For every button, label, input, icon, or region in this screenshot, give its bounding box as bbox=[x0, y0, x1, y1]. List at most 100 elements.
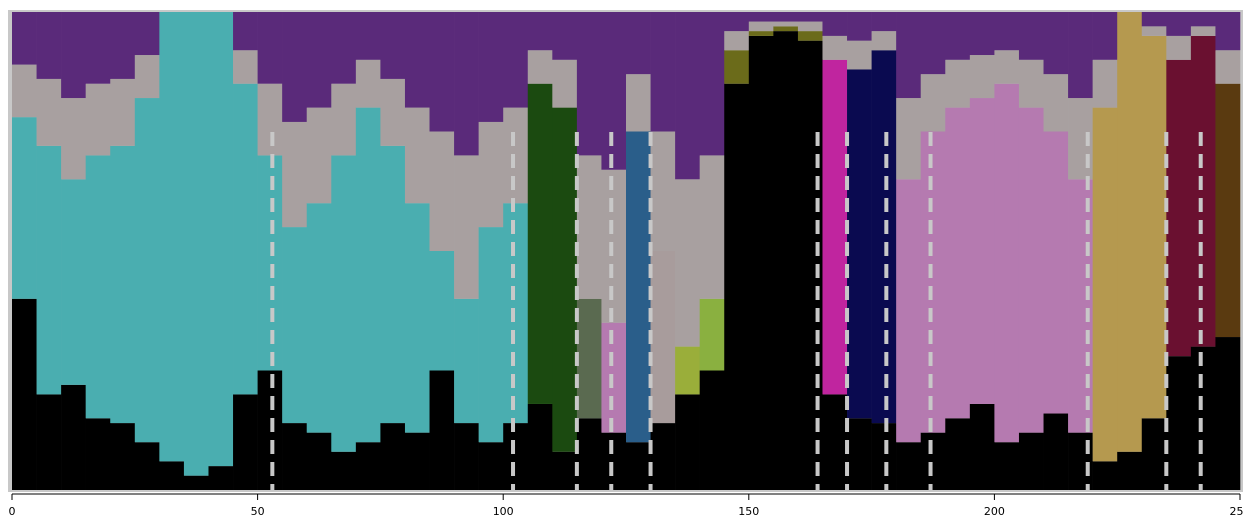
bar-segment bbox=[798, 22, 823, 32]
bar-segment bbox=[577, 12, 602, 155]
bar-segment bbox=[356, 108, 381, 443]
bar-segment bbox=[577, 155, 602, 298]
bar-segment bbox=[61, 179, 86, 385]
bar-segment bbox=[601, 323, 626, 433]
bar-segment bbox=[184, 476, 209, 490]
bar-segment bbox=[1093, 12, 1118, 60]
bar-segment bbox=[651, 251, 676, 423]
bar-segment bbox=[233, 50, 258, 83]
bar-segment bbox=[847, 418, 872, 490]
bar-segment bbox=[749, 31, 774, 36]
bar-segment bbox=[798, 12, 823, 22]
bar-segment bbox=[1019, 433, 1044, 490]
bar-segment bbox=[405, 433, 430, 490]
bar-segment bbox=[135, 12, 160, 55]
bar-segment bbox=[994, 84, 1019, 443]
bar-segment bbox=[503, 12, 528, 108]
x-tick-label: 200 bbox=[984, 505, 1005, 518]
bar-segment bbox=[1166, 36, 1191, 60]
bar-segment bbox=[552, 108, 577, 452]
bar-segment bbox=[1215, 50, 1240, 83]
bar-segment bbox=[626, 132, 651, 443]
bar-segment bbox=[430, 251, 455, 371]
bar-segment bbox=[822, 12, 847, 36]
bar-segment bbox=[430, 12, 455, 132]
bar-segment bbox=[798, 31, 823, 41]
bar-segment bbox=[552, 452, 577, 490]
bar-segment bbox=[37, 12, 62, 79]
bar-segment bbox=[528, 12, 553, 50]
bar-segment bbox=[233, 394, 258, 490]
bar-segment bbox=[405, 12, 430, 108]
chart: 050100150200250 bbox=[0, 0, 1243, 523]
bar-segment bbox=[1068, 12, 1093, 98]
bar-segment bbox=[479, 122, 504, 227]
bar-segment bbox=[945, 108, 970, 419]
bar-segment bbox=[1093, 461, 1118, 490]
bar-segment bbox=[970, 404, 995, 490]
bar-segment bbox=[651, 12, 676, 132]
bar-segment bbox=[1044, 414, 1069, 490]
bar-segment bbox=[307, 203, 332, 432]
bar-segment bbox=[896, 442, 921, 490]
bar-segment bbox=[970, 98, 995, 404]
bar-segment bbox=[307, 12, 332, 108]
bar-segment bbox=[896, 179, 921, 442]
bar-segment bbox=[1044, 12, 1069, 74]
bar-segment bbox=[994, 442, 1019, 490]
bar-segment bbox=[577, 418, 602, 490]
bar-segment bbox=[872, 423, 897, 490]
bar-segment bbox=[454, 12, 479, 155]
bar-segment bbox=[258, 155, 283, 370]
bar-segment bbox=[331, 155, 356, 451]
bar-segment bbox=[61, 385, 86, 490]
bar-segment bbox=[675, 12, 700, 179]
bar-segment bbox=[405, 108, 430, 204]
bar-segment bbox=[1142, 12, 1167, 26]
bar-segment bbox=[12, 299, 37, 490]
bar-segment bbox=[1215, 12, 1240, 50]
bar-segment bbox=[331, 12, 356, 84]
bar-segment bbox=[1142, 36, 1167, 418]
bar-segment bbox=[872, 12, 897, 31]
bar-segment bbox=[994, 12, 1019, 50]
bar-segment bbox=[921, 12, 946, 74]
bar-segment bbox=[724, 84, 749, 490]
bar-segment bbox=[430, 371, 455, 491]
bar-segment bbox=[282, 423, 307, 490]
bar-segment bbox=[872, 50, 897, 423]
bar-segment bbox=[380, 423, 405, 490]
bar-segment bbox=[110, 146, 135, 423]
bar-segment bbox=[110, 79, 135, 146]
bar-segment bbox=[307, 108, 332, 204]
bar-segment bbox=[994, 50, 1019, 83]
bar-segment bbox=[135, 442, 160, 490]
bar-segment bbox=[503, 108, 528, 204]
bar-segment bbox=[110, 12, 135, 79]
bar-segment bbox=[356, 442, 381, 490]
bar-segment bbox=[208, 12, 233, 466]
bar-segment bbox=[159, 461, 184, 490]
bar-segment bbox=[1068, 179, 1093, 432]
bar-segment bbox=[12, 65, 37, 118]
bar-segment bbox=[159, 12, 184, 461]
x-tick-label: 0 bbox=[9, 505, 16, 518]
bar-segment bbox=[356, 60, 381, 108]
bar-segment bbox=[86, 84, 111, 156]
bar-segment bbox=[1019, 12, 1044, 60]
bar-segment bbox=[822, 60, 847, 395]
bar-segment bbox=[1142, 26, 1167, 36]
bar-segment bbox=[356, 12, 381, 60]
bar-segment bbox=[479, 12, 504, 122]
bar-segment bbox=[651, 132, 676, 252]
bar-segment bbox=[12, 12, 37, 65]
bar-segment bbox=[1044, 74, 1069, 131]
bar-segment bbox=[1117, 12, 1142, 452]
bar-segment bbox=[12, 117, 37, 299]
bar-segment bbox=[552, 60, 577, 108]
bar-segment bbox=[1215, 84, 1240, 337]
bar-segment bbox=[773, 26, 798, 31]
bar-segment bbox=[61, 98, 86, 179]
bar-segment bbox=[503, 203, 528, 423]
bar-segment bbox=[528, 404, 553, 490]
